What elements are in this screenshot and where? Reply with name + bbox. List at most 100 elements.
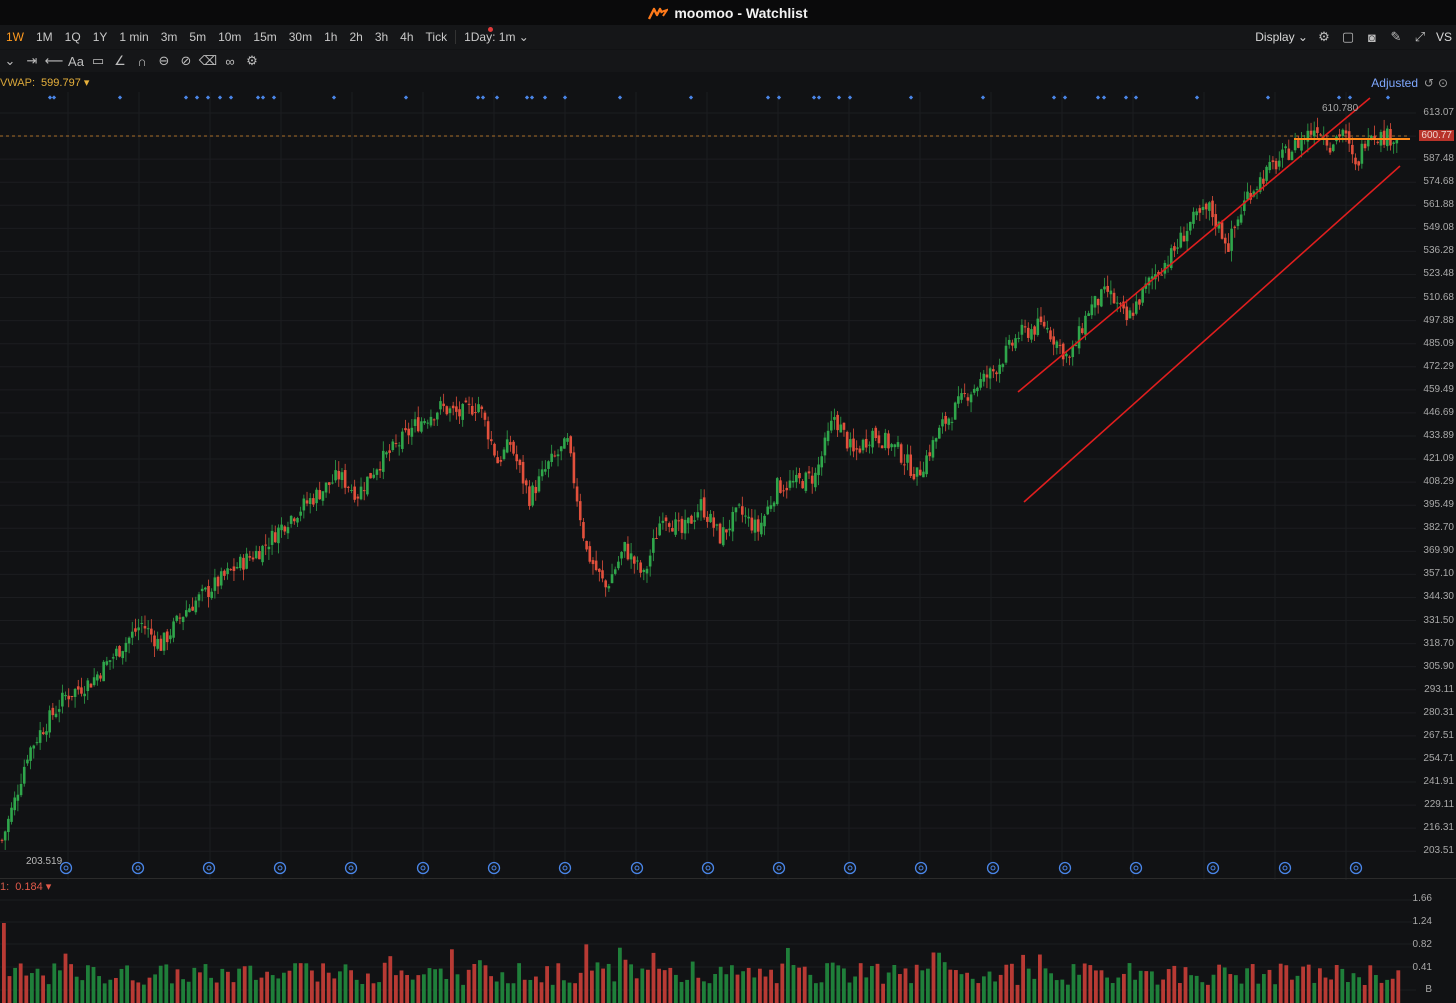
volume-chart[interactable] [0,896,1456,1003]
text-tool-icon[interactable]: Aa [68,53,84,69]
event-marker-diamond[interactable] [1347,95,1353,100]
event-marker-diamond[interactable] [117,95,123,100]
tab-tick[interactable]: Tick [425,30,448,44]
event-marker-diamond[interactable] [1095,95,1101,100]
fit-width-icon[interactable]: ⇥ [26,53,38,68]
event-marker-at[interactable] [202,861,216,875]
event-marker-diamond[interactable] [1051,95,1057,100]
magnet-icon[interactable]: ∩ [137,53,147,69]
event-marker-diamond[interactable] [1265,95,1271,100]
event-marker-diamond[interactable] [765,95,771,100]
undo-arrow-icon[interactable]: ⟵ [44,53,64,68]
event-marker-diamond[interactable] [908,95,914,100]
event-marker-diamond[interactable] [205,95,211,100]
drawing-settings-icon[interactable]: ⚙ [246,53,258,68]
link-icon[interactable]: ∞ [225,53,235,69]
event-marker-at[interactable] [1058,861,1072,875]
hide-drawing-icon[interactable]: ⊘ [180,53,192,68]
session-select[interactable]: 1Day: 1m ⌄ [458,30,535,44]
event-marker-at[interactable] [1129,861,1143,875]
tab-1y[interactable]: 1Y [92,30,108,44]
tab-1w[interactable]: 1W [6,30,24,44]
event-marker-at[interactable] [487,861,501,875]
event-marker-diamond[interactable] [617,95,623,100]
event-marker-at[interactable] [1349,861,1363,875]
event-marker-diamond[interactable] [529,95,535,100]
event-marker-diamond[interactable] [194,95,200,100]
event-marker-diamond[interactable] [331,95,337,100]
tab-30m[interactable]: 30m [288,30,313,44]
event-marker-at[interactable] [558,861,572,875]
event-marker-at[interactable] [344,861,358,875]
camera-icon[interactable]: ◙ [1368,29,1376,45]
chevron-down-icon[interactable]: ⌄ [4,53,16,68]
lock-drawing-icon[interactable]: ⊖ [158,53,170,68]
reset-icons[interactable]: ↺⊙ [1423,76,1452,90]
layout-square-icon[interactable]: ▢ [1341,29,1355,44]
pane-divider[interactable] [0,878,1456,879]
pencil-icon[interactable]: ✎ [1390,29,1402,44]
tab-2h[interactable]: 2h [349,30,363,44]
event-marker-diamond[interactable] [51,95,57,100]
event-marker-diamond[interactable] [260,95,266,100]
vwap-indicator[interactable]: VWAP: 599.797 ▾ [0,76,89,89]
event-marker-at[interactable] [772,861,786,875]
event-marker-at[interactable] [416,861,430,875]
event-marker-diamond[interactable] [47,95,53,100]
event-marker-diamond[interactable] [255,95,261,100]
price-chart[interactable] [0,92,1456,880]
event-marker-diamond[interactable] [228,95,234,100]
event-marker-at[interactable] [914,861,928,875]
event-marker-at[interactable] [1206,861,1220,875]
event-marker-diamond[interactable] [688,95,694,100]
adjusted-toggle[interactable]: Adjusted [1371,76,1418,90]
event-marker-diamond[interactable] [1123,95,1129,100]
tab-5m[interactable]: 5m [189,30,207,44]
event-marker-diamond[interactable] [1101,95,1107,100]
compare-vs-button[interactable]: VS [1435,30,1452,44]
fullscreen-icon[interactable]: ⤢ [1414,29,1426,44]
tab-1q[interactable]: 1Q [64,30,81,44]
tab-4h[interactable]: 4h [400,30,414,44]
event-marker-at[interactable] [843,861,857,875]
event-marker-diamond[interactable] [494,95,500,100]
event-marker-diamond[interactable] [811,95,817,100]
upper-trendline[interactable] [1017,97,1371,393]
event-marker-at[interactable] [701,861,715,875]
lower-trendline[interactable] [1023,165,1401,503]
event-marker-diamond[interactable] [217,95,223,100]
tab-3m[interactable]: 3m [160,30,178,44]
event-marker-diamond[interactable] [475,95,481,100]
event-marker-at[interactable] [59,861,73,875]
event-marker-diamond[interactable] [480,95,486,100]
event-marker-diamond[interactable] [836,95,842,100]
event-marker-diamond[interactable] [562,95,568,100]
trendline-tool-icon[interactable]: ∠ [114,53,126,68]
event-marker-at[interactable] [630,861,644,875]
event-marker-at[interactable] [273,861,287,875]
event-marker-diamond[interactable] [542,95,548,100]
event-marker-diamond[interactable] [271,95,277,100]
event-marker-at[interactable] [131,861,145,875]
event-marker-at[interactable] [986,861,1000,875]
display-button[interactable]: Display ⌄ [1255,30,1308,44]
settings-gear-icon[interactable]: ⚙ [1318,29,1330,44]
event-marker-diamond[interactable] [1194,95,1200,100]
event-marker-diamond[interactable] [816,95,822,100]
event-marker-at[interactable] [1278,861,1292,875]
tab-15m[interactable]: 15m [253,30,277,44]
event-marker-diamond[interactable] [1133,95,1139,100]
tab-3h[interactable]: 3h [374,30,389,44]
event-marker-diamond[interactable] [183,95,189,100]
tab-1min[interactable]: 1 min [119,30,149,44]
event-marker-diamond[interactable] [524,95,530,100]
tab-10m[interactable]: 10m [218,30,242,44]
trash-icon[interactable]: ⌫ [198,53,218,68]
comment-icon[interactable]: ▭ [91,53,105,68]
tab-1h[interactable]: 1h [324,30,338,44]
event-marker-diamond[interactable] [1336,95,1342,100]
tab-1m[interactable]: 1M [36,30,53,44]
event-marker-diamond[interactable] [1385,95,1391,100]
price-axis[interactable]: 613.07 600.77 587.48 574.68 561.88 549.08 536.… [1416,92,1456,880]
volume-indicator[interactable]: 1: 0.184 ▾ [0,880,51,893]
